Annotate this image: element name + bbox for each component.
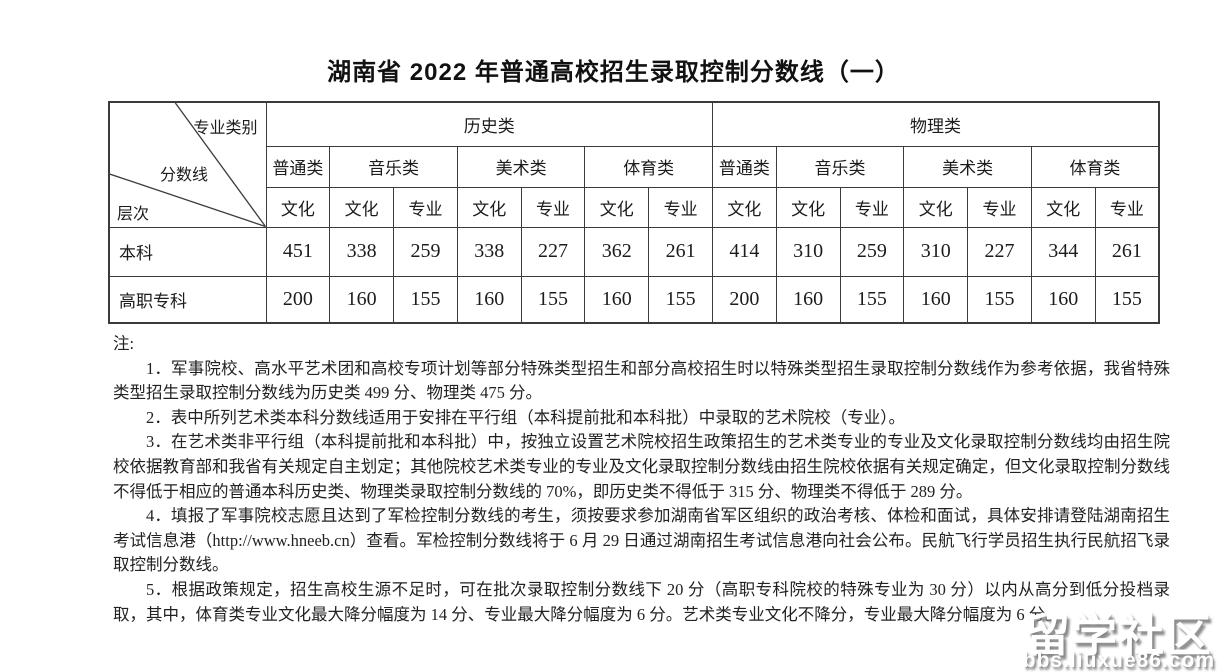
note-item-5: 5．根据政策规定，招生高校生源不足时，可在批次录取控制分数线下 20 分（高职专…: [113, 579, 1170, 624]
subcolumn-header: 专业: [648, 186, 713, 228]
corner-label-category: 专业类别: [193, 120, 258, 137]
score-cell: 451: [265, 226, 331, 277]
score-cell: 261: [1094, 226, 1160, 277]
score-cell: 155: [393, 275, 458, 324]
score-cell: 310: [775, 226, 841, 277]
subcolumn-header: 专业: [520, 186, 586, 228]
subcolumn-header: 专业: [967, 186, 1032, 228]
subcolumn-header: 文化: [903, 186, 969, 228]
score-cell: 310: [903, 226, 969, 277]
subcolumn-header: 文化: [711, 186, 777, 228]
corner-label-level: 层次: [117, 206, 150, 223]
score-cell: 155: [648, 275, 713, 324]
score-cell: 155: [839, 275, 905, 324]
subcolumn-header: 专业: [839, 186, 905, 228]
category-header: 体育类: [1030, 145, 1160, 188]
category-header: 普通类: [711, 145, 777, 188]
score-cell: 344: [1030, 226, 1096, 277]
subcolumn-header: 文化: [775, 186, 841, 228]
score-cell: 259: [839, 226, 905, 277]
section-header-history: 历史类: [265, 101, 713, 147]
row-label-undergraduate: 本科: [108, 226, 267, 277]
score-cell: 227: [520, 226, 586, 277]
score-cell: 261: [648, 226, 713, 277]
score-cell: 160: [584, 275, 650, 324]
category-header: 美术类: [903, 145, 1032, 188]
diagonal-lines: [110, 103, 266, 227]
note-item-4: 4．填报了军事院校志愿且达到了军检控制分数线的考生，须按要求参加湖南省军区组织的…: [113, 506, 1170, 575]
score-cell: 160: [1030, 275, 1096, 324]
subcolumn-header: 文化: [584, 186, 650, 228]
score-cell: 338: [456, 226, 522, 277]
diagonal-header-cell: 专业类别 分数线 层次: [108, 101, 267, 228]
note-item-3: 3．在艺术类非平行组（本科提前批和本科批）中，按独立设置艺术院校招生政策招生的艺…: [113, 432, 1170, 501]
score-cell: 259: [393, 226, 458, 277]
corner-label-scoreline: 分数线: [160, 167, 209, 184]
score-cell: 160: [456, 275, 522, 324]
score-cell: 160: [903, 275, 969, 324]
watermark-url-text: bbs.liuxue86.com: [1022, 649, 1215, 672]
category-header: 普通类: [265, 145, 331, 188]
subcolumn-header: 文化: [456, 186, 522, 228]
score-cell: 227: [967, 226, 1032, 277]
table-row: 高职专科 200 160 155 160 155 160 155 200 160…: [108, 275, 1160, 324]
score-cell: 200: [711, 275, 777, 324]
category-header: 音乐类: [775, 145, 905, 188]
page-title: 湖南省 2022 年普通高校招生录取控制分数线（一）: [327, 59, 900, 86]
category-header: 音乐类: [329, 145, 458, 188]
notes-section: 注: 1．军事院校、高水平艺术团和高校专项计划等部分特殊类型招生和部分高校招生时…: [113, 332, 1170, 627]
row-label-vocational: 高职专科: [108, 275, 267, 324]
subcolumn-header: 文化: [1030, 186, 1096, 228]
score-cell: 155: [1094, 275, 1160, 324]
score-table: 专业类别 分数线 层次 历史类 物理类 普通类 音乐类 美术类 体育类 普通类 …: [108, 101, 1160, 324]
category-header: 美术类: [456, 145, 586, 188]
score-cell: 155: [520, 275, 586, 324]
subcolumn-header: 文化: [265, 186, 331, 228]
score-cell: 160: [329, 275, 395, 324]
score-cell: 155: [967, 275, 1032, 324]
subcolumn-header: 专业: [1094, 186, 1160, 228]
score-cell: 338: [329, 226, 395, 277]
score-cell: 362: [584, 226, 650, 277]
score-cell: 414: [711, 226, 777, 277]
category-header: 体育类: [584, 145, 713, 188]
table-row: 本科 451 338 259 338 227 362 261 414 310 2…: [108, 226, 1160, 277]
note-item-2: 2．表中所列艺术类本科分数线适用于安排在平行组（本科提前批和本科批）中录取的艺术…: [146, 407, 905, 427]
section-header-physics: 物理类: [711, 101, 1160, 147]
note-item-1: 1．军事院校、高水平艺术团和高校专项计划等部分特殊类型招生和部分高校招生时以特殊…: [113, 358, 1170, 403]
score-cell: 200: [265, 275, 331, 324]
notes-heading: 注:: [113, 334, 135, 353]
score-cell: 160: [775, 275, 841, 324]
subcolumn-header: 专业: [393, 186, 458, 228]
subcolumn-header: 文化: [329, 186, 395, 228]
